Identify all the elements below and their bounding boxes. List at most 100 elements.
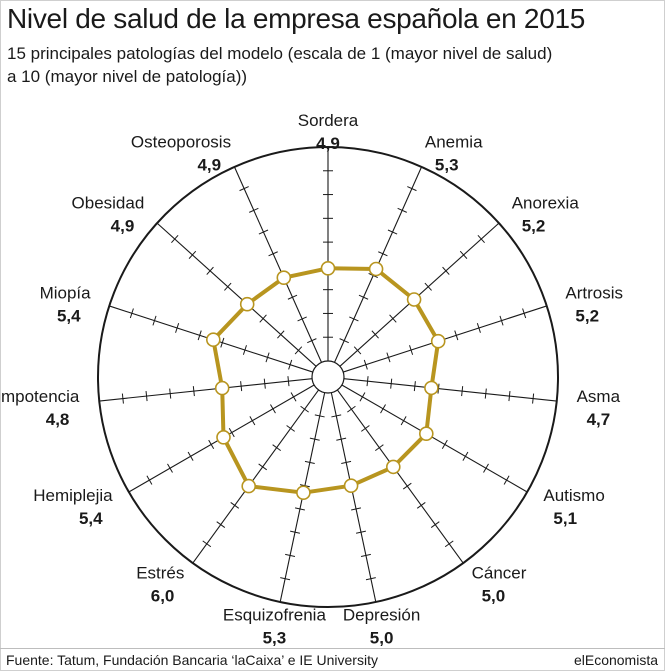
- radar-tick: [197, 330, 202, 341]
- category-label: Obesidad: [72, 194, 145, 213]
- radar-tick: [477, 234, 485, 244]
- radar-tick: [341, 460, 352, 464]
- radar-tick: [532, 393, 535, 404]
- radar-tick: [202, 540, 212, 548]
- radar-tick: [145, 391, 148, 402]
- radar-tick: [249, 416, 256, 426]
- radar-tick: [389, 314, 397, 323]
- value-label: 6,0: [151, 586, 175, 605]
- radar-tick: [339, 338, 349, 344]
- data-point-7: [385, 459, 401, 475]
- radar-tick: [484, 388, 487, 399]
- radar-tick: [424, 282, 432, 291]
- radar-tick: [294, 507, 305, 511]
- radar-tick: [390, 378, 393, 389]
- value-label: 5,0: [370, 629, 394, 648]
- category-label: Anemia: [425, 133, 483, 152]
- chart-subtitle-line1: 15 principales patologías del modelo (es…: [7, 44, 553, 63]
- radar-tick: [304, 460, 315, 464]
- radar-tick: [146, 475, 153, 485]
- radar-tick: [386, 352, 391, 363]
- radar-tick: [442, 266, 450, 275]
- radar-tick: [259, 314, 267, 323]
- category-label: Asma: [577, 387, 621, 406]
- data-point-4: [430, 333, 446, 349]
- data-point-8: [343, 478, 359, 494]
- radar-tick: [280, 577, 291, 581]
- radar-tick: [347, 405, 356, 413]
- radar-tick: [371, 330, 379, 339]
- radar-tick: [454, 330, 459, 341]
- radar-tick: [240, 381, 243, 392]
- radar-tick: [175, 323, 180, 333]
- category-label: Esquizofrenia: [223, 606, 327, 625]
- radar-tick: [290, 530, 301, 534]
- category-label: Impotencia: [0, 387, 80, 406]
- radar-tick: [483, 463, 489, 473]
- radar-tick: [121, 393, 124, 404]
- radar-tick: [192, 386, 195, 397]
- radar-tick: [522, 308, 527, 319]
- radar-tick: [349, 316, 359, 322]
- radar-tick: [461, 386, 464, 397]
- radar-tick: [187, 451, 194, 461]
- category-label: Artrosis: [565, 284, 623, 303]
- value-label: 5,3: [263, 629, 287, 648]
- radar-tick: [171, 234, 179, 244]
- radar-tick: [169, 388, 172, 399]
- radar-tick: [462, 451, 469, 461]
- data-point-3: [406, 292, 422, 307]
- radar-tick: [268, 251, 278, 257]
- value-label: 5,0: [482, 586, 506, 605]
- radar-tick: [355, 530, 366, 534]
- radar-hub: [311, 360, 345, 394]
- radar-tick: [249, 207, 259, 213]
- radar-tick: [309, 437, 320, 441]
- radar-tick: [307, 338, 317, 344]
- value-label: 5,3: [435, 156, 459, 175]
- radar-tick: [288, 359, 293, 370]
- category-label: Sordera: [298, 111, 359, 130]
- radar-tick: [285, 553, 296, 557]
- radar-tick: [263, 378, 266, 389]
- data-point-2: [368, 261, 384, 277]
- radar-tick: [297, 316, 307, 322]
- radar-tick: [407, 186, 417, 192]
- radar-tick: [290, 392, 297, 402]
- radar-tick: [378, 251, 388, 257]
- category-label: Estrés: [136, 563, 184, 582]
- radar-tick: [331, 414, 342, 418]
- value-label: 4,9: [197, 156, 221, 175]
- radar-tick: [409, 345, 414, 355]
- radar-tick: [272, 444, 282, 451]
- radar-tick: [220, 337, 225, 348]
- data-point-9: [296, 485, 311, 501]
- radar-tick: [387, 229, 398, 235]
- value-label: 4,9: [316, 134, 340, 153]
- radar-tick: [129, 308, 134, 319]
- category-label: Depresión: [343, 606, 421, 625]
- category-label: Autismo: [543, 486, 604, 505]
- data-point-5: [424, 380, 439, 396]
- data-point-14: [239, 296, 255, 312]
- series-line: [211, 266, 441, 495]
- value-label: 5,2: [522, 217, 546, 236]
- radar-spoke: [343, 378, 557, 402]
- radar-tick: [265, 352, 270, 363]
- value-label: 4,8: [46, 410, 70, 429]
- radar-tick: [206, 266, 214, 275]
- value-label: 4,7: [587, 410, 611, 429]
- radar-tick: [508, 391, 511, 402]
- data-point-12: [214, 380, 230, 396]
- radar-tick: [444, 540, 454, 548]
- radar-tick: [358, 294, 369, 300]
- radar-tick: [365, 577, 376, 581]
- value-label: 5,1: [553, 509, 577, 528]
- radar-spoke: [156, 222, 317, 367]
- radar-tick: [360, 553, 371, 557]
- radar-tick: [208, 439, 215, 450]
- radar-tick: [167, 463, 173, 473]
- radar-tick: [413, 381, 416, 392]
- radar-tick: [242, 345, 247, 355]
